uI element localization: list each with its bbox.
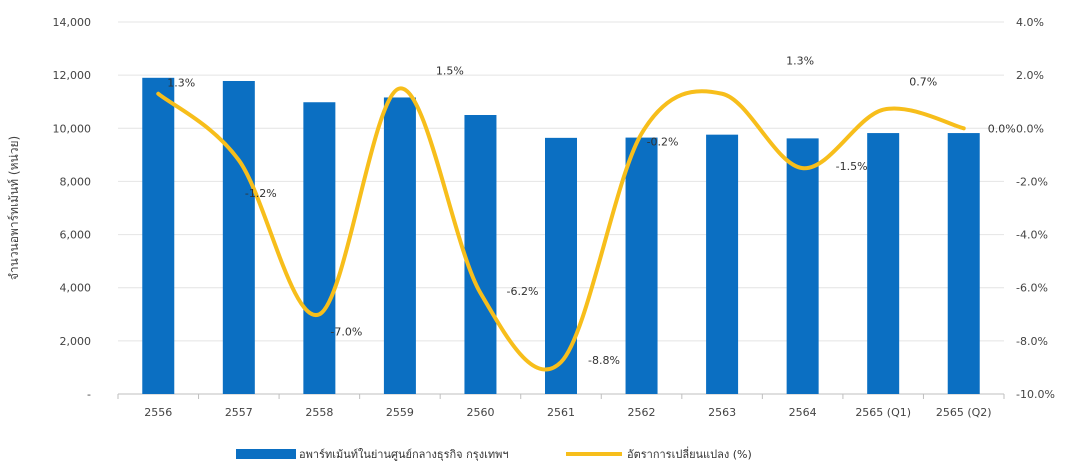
y-left-tick-label: 2,000 xyxy=(60,335,92,348)
line-data-label: 1.3% xyxy=(786,55,814,68)
bar xyxy=(222,80,255,394)
x-tick-label: 2563 xyxy=(708,406,736,419)
line-data-label: -8.8% xyxy=(588,354,620,367)
line-data-label: 1.5% xyxy=(436,64,464,77)
legend-swatch-bars xyxy=(236,449,296,459)
bar xyxy=(142,77,175,395)
y-left-tick-label: 8,000 xyxy=(60,175,92,188)
bar xyxy=(545,137,577,394)
x-tick-label: 2564 xyxy=(789,406,817,419)
line-data-label: 0.0% xyxy=(988,122,1016,135)
y-axis-title: จำนวนอพาร์ทเม้นท์ (หน่วย) xyxy=(7,136,21,280)
x-tick-label: 2565 (Q2) xyxy=(936,406,992,419)
y-right-tick-label: -10.0% xyxy=(1016,388,1055,401)
x-tick-label: 2557 xyxy=(225,406,253,419)
line-data-label: -6.2% xyxy=(506,285,538,298)
bar xyxy=(867,133,900,394)
y-left-tick-label: 10,000 xyxy=(53,122,92,135)
line-series xyxy=(156,86,966,372)
y-right-tick-label: 4.0% xyxy=(1016,16,1044,29)
line-data-label: -7.0% xyxy=(330,325,362,338)
legend-label-line: อัตราการเปลี่ยนแปลง (%) xyxy=(627,446,752,461)
bar xyxy=(706,134,739,395)
line-data-label: -0.2% xyxy=(647,136,679,149)
y-left-tick-label: 4,000 xyxy=(60,282,92,295)
y-right-tick-label: -2.0% xyxy=(1016,175,1048,188)
y-left-tick-label: 6,000 xyxy=(60,229,92,242)
x-tick-label: 2562 xyxy=(628,406,656,419)
y-left-tick-label: - xyxy=(87,388,91,401)
bar xyxy=(947,133,980,394)
y-right-tick-label: -8.0% xyxy=(1016,335,1048,348)
bar xyxy=(383,97,416,394)
x-tick-label: 2565 (Q1) xyxy=(855,406,911,419)
line-data-label: -1.5% xyxy=(836,160,868,173)
x-tick-label: 2556 xyxy=(144,406,172,419)
y-right-tick-label: -4.0% xyxy=(1016,229,1048,242)
y-left-tick-label: 12,000 xyxy=(53,69,92,82)
bar xyxy=(303,102,336,394)
line-data-label: 1.3% xyxy=(167,77,195,90)
bar xyxy=(625,137,658,395)
y-right-tick-label: 2.0% xyxy=(1016,69,1044,82)
x-tick-label: 2559 xyxy=(386,406,414,419)
bar xyxy=(464,115,497,394)
legend-label-bars: อพาร์ทเม้นท์ในย่านศูนย์กลางธุรกิจ กรุงเท… xyxy=(299,448,509,461)
y-right-tick-label: 0.0% xyxy=(1016,122,1044,135)
x-tick-label: 2561 xyxy=(547,406,575,419)
x-tick-label: 2558 xyxy=(305,406,333,419)
y-right-tick-label: -6.0% xyxy=(1016,282,1048,295)
bar xyxy=(786,138,819,394)
x-tick-label: 2560 xyxy=(466,406,494,419)
line-data-label: -1.2% xyxy=(245,187,277,200)
line-data-label: 0.7% xyxy=(909,76,937,89)
y-left-tick-label: 14,000 xyxy=(53,16,92,29)
